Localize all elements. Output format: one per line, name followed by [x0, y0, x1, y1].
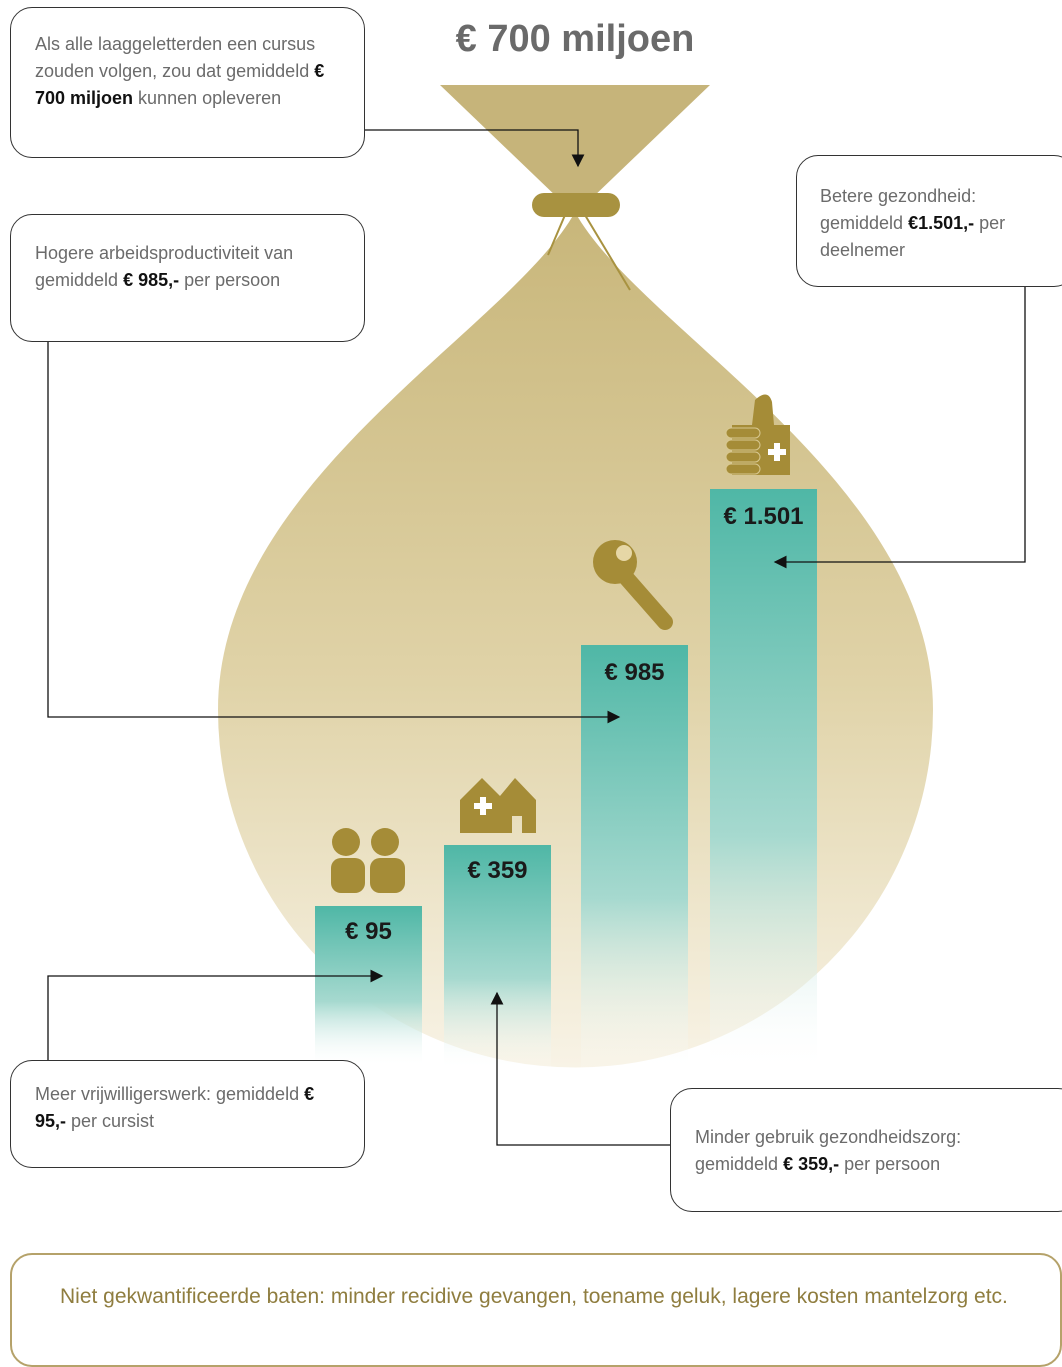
page: € 700 miljoen Als alle laaggeletterden e… [0, 0, 1062, 1367]
callout-text: Minder gebruik gezondheidszorg: gemiddel… [695, 1124, 1040, 1178]
bag-tie [532, 193, 620, 217]
text: kunnen opleveren [133, 88, 281, 108]
bar-label: € 359 [444, 857, 551, 885]
highlight: € 985,- [123, 270, 179, 290]
text: per cursist [66, 1111, 154, 1131]
callout: Als alle laaggeletterden een cursus zoud… [10, 7, 365, 158]
highlight: € 359,- [783, 1154, 839, 1174]
callout: Minder gebruik gezondheidszorg: gemiddel… [670, 1088, 1062, 1212]
callout: Meer vrijwilligerswerk: gemiddeld € 95,-… [10, 1060, 365, 1168]
callout-text: Meer vrijwilligerswerk: gemiddeld € 95,-… [35, 1081, 335, 1135]
text: Meer vrijwilligerswerk: gemiddeld [35, 1084, 304, 1104]
callout-text: Hogere arbeidsproductiviteit van gemidde… [35, 240, 335, 294]
bag-funnel [440, 85, 710, 200]
bar [581, 645, 688, 1067]
callout: Betere gezondheid: gemiddeld €1.501,- pe… [796, 155, 1062, 287]
callout-text: Als alle laaggeletterden een cursus zoud… [35, 31, 325, 112]
callout-text: Betere gezondheid: gemiddeld €1.501,- pe… [820, 183, 1045, 264]
text: per persoon [179, 270, 280, 290]
callout: Hogere arbeidsproductiviteit van gemidde… [10, 214, 365, 342]
bar-label: € 95 [315, 918, 422, 946]
footer-text: Niet gekwantificeerde baten: minder reci… [60, 1281, 1040, 1312]
text: Als alle laaggeletterden een cursus zoud… [35, 34, 315, 81]
bar [710, 489, 817, 1067]
bar-label: € 985 [581, 659, 688, 687]
footer-box: Niet gekwantificeerde baten: minder reci… [10, 1253, 1062, 1367]
text: per persoon [839, 1154, 940, 1174]
bar-label: € 1.501 [710, 503, 817, 531]
highlight: €1.501,- [908, 213, 974, 233]
title: € 700 miljoen [400, 18, 750, 61]
